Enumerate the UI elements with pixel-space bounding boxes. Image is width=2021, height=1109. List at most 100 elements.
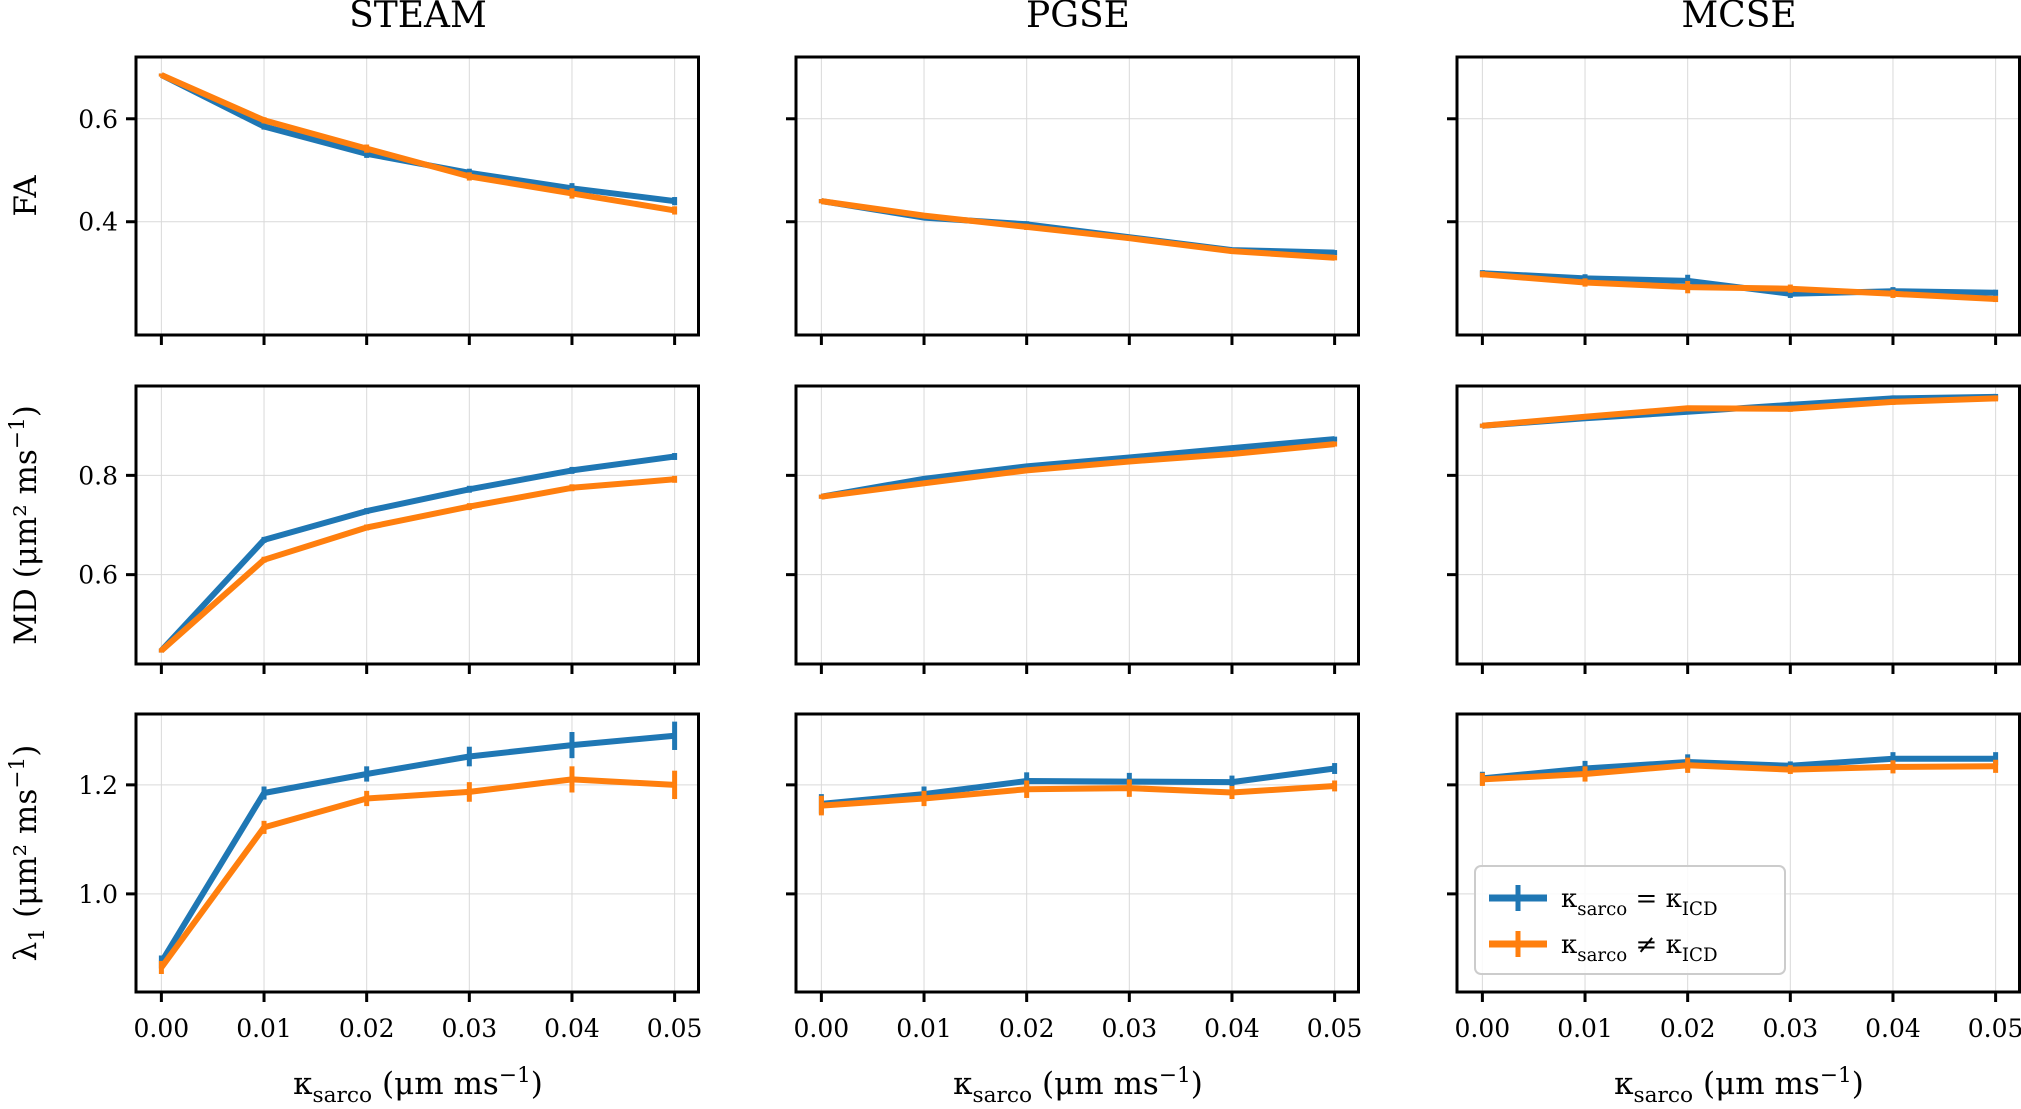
x-axis-label-sup: −1 — [1820, 1063, 1852, 1088]
y-axis-label: MD (μm² ms−1) — [5, 405, 44, 645]
x-tick-label: 0.01 — [1557, 1014, 1613, 1043]
series-line-same — [820, 198, 1335, 256]
x-axis-label-close: ) — [531, 1066, 543, 1102]
y-axis-label-units: (μm² ms — [8, 449, 44, 588]
legend-entry-part: = κ — [1627, 884, 1682, 914]
column-title-pgse: PGSE — [1026, 0, 1130, 36]
series-line-diff — [1482, 271, 1996, 302]
y-axis-label-sup: −1 — [5, 757, 30, 789]
x-axis-label-main: κ — [1614, 1066, 1633, 1102]
legend-entry-part: ICD — [1682, 899, 1718, 920]
series-line-same — [1482, 755, 1996, 782]
series-line-diff — [1482, 395, 1996, 429]
series-line-diff — [821, 441, 1335, 500]
x-axis-label-units: (μm ms — [1693, 1066, 1820, 1102]
panel-r0-c0: 0.4 0.6 — [78, 55, 700, 345]
y-tick-label: 1.2 — [78, 771, 118, 800]
y-axis-label-group: FA — [8, 175, 44, 217]
panel-r2-c0: 0.00 0.01 0.02 0.03 0.04 0.05 1.0 1.2 κsarco (μm… — [78, 712, 703, 1108]
y-tick-label: 0.6 — [78, 561, 118, 590]
x-tick-label: 0.04 — [544, 1014, 600, 1043]
panel-frame — [134, 712, 700, 994]
legend-entry-part: κ — [1561, 884, 1577, 914]
y-axis-label-units: (μm² ms — [8, 789, 44, 928]
panel-frame — [1455, 712, 2021, 994]
x-tick-label: 0.04 — [1204, 1014, 1260, 1043]
x-axis-label-sup: −1 — [499, 1063, 531, 1088]
y-axis-label-sup: −1 — [5, 417, 30, 449]
x-tick-label: 0.02 — [999, 1014, 1055, 1043]
panel-frame — [794, 712, 1360, 994]
series-line-diff — [821, 783, 1335, 809]
legend-entry-part: ≠ κ — [1627, 930, 1682, 960]
x-tick-label: 0.02 — [1660, 1014, 1716, 1043]
y-tick-label: 0.6 — [78, 105, 118, 134]
panel-r2-c1: 0.00 0.01 0.02 0.03 0.04 0.05 κsarco (μm ms−1) — [786, 712, 1363, 1108]
series-line-same — [159, 453, 676, 653]
panel-r1-c1 — [786, 384, 1360, 674]
legend-entry-part: sarco — [1577, 899, 1627, 920]
x-axis-label-sub: sarco — [312, 1083, 372, 1108]
panel-frame — [134, 55, 700, 337]
y-tick-label: 1.0 — [78, 880, 118, 909]
x-axis-label-main: κ — [953, 1066, 972, 1102]
legend-entry-part: κ — [1561, 930, 1577, 960]
y-axis-label-main: MD — [8, 588, 44, 645]
x-tick-label: 0.01 — [896, 1014, 952, 1043]
x-axis-label-main: κ — [293, 1066, 312, 1102]
x-tick-label: 0.05 — [647, 1014, 703, 1043]
y-axis-label-close: ) — [8, 405, 44, 417]
y-axis-label-group: MD (μm² ms−1) — [5, 405, 44, 645]
y-axis-label-group: λ1 (μm² ms−1) — [5, 745, 50, 962]
panel-r1-c2 — [1447, 384, 2021, 674]
y-tick-label: 0.4 — [78, 208, 118, 237]
x-axis-label-units: (μm ms — [372, 1066, 499, 1102]
legend-entry-part: ICD — [1682, 945, 1718, 966]
series-line-same — [158, 732, 675, 964]
legend-entry-part: sarco — [1577, 945, 1627, 966]
legend-entry: κsarco ≠ κICD — [1561, 930, 1718, 966]
panel-frame — [1455, 55, 2021, 337]
series-line-same — [821, 765, 1335, 807]
legend-entry: κsarco = κICD — [1561, 884, 1718, 920]
x-axis-label: κsarco (μm ms−1) — [953, 1063, 1203, 1108]
column-title-steam: STEAM — [349, 0, 487, 36]
x-axis-label: κsarco (μm ms−1) — [293, 1063, 543, 1108]
panel-frame — [134, 384, 700, 666]
x-tick-label: 0.00 — [1455, 1014, 1511, 1043]
x-axis-label-close: ) — [1852, 1066, 1864, 1102]
series-line-diff — [820, 198, 1335, 261]
panel-frame — [1455, 384, 2021, 666]
series-line-diff — [159, 476, 675, 653]
y-axis-label: λ1 (μm² ms−1) — [5, 745, 50, 962]
x-tick-label: 0.03 — [1762, 1014, 1818, 1043]
x-tick-label: 0.03 — [1101, 1014, 1157, 1043]
x-axis-label-units: (μm ms — [1032, 1066, 1159, 1102]
x-tick-label: 0.03 — [441, 1014, 497, 1043]
legend-box — [1474, 865, 1786, 975]
y-axis-label-main: FA — [8, 175, 44, 217]
x-tick-label: 0.00 — [134, 1014, 190, 1043]
y-axis-label: FA — [8, 175, 44, 217]
x-tick-label: 0.01 — [236, 1014, 292, 1043]
x-axis-label-sub: sarco — [1633, 1083, 1693, 1108]
x-tick-label: 0.02 — [339, 1014, 395, 1043]
y-tick-label: 0.8 — [78, 461, 118, 490]
y-axis-label-close: ) — [8, 745, 44, 757]
column-title-mcse: MCSE — [1681, 0, 1796, 36]
y-axis-label-main: λ — [8, 942, 44, 962]
x-axis-label: κsarco (μm ms−1) — [1614, 1063, 1864, 1108]
series-line-diff — [158, 776, 675, 970]
panel-r0-c2 — [1447, 55, 2021, 345]
x-tick-label: 0.05 — [1968, 1014, 2021, 1043]
panel-r0-c1 — [786, 55, 1360, 345]
x-axis-label-sub: sarco — [972, 1083, 1032, 1108]
series-line-same — [820, 436, 1335, 500]
series-line-diff — [1482, 762, 1996, 783]
series-line-same — [160, 72, 675, 205]
x-tick-label: 0.05 — [1307, 1014, 1363, 1043]
panel-frame — [794, 55, 1360, 337]
x-axis-label-close: ) — [1191, 1066, 1203, 1102]
